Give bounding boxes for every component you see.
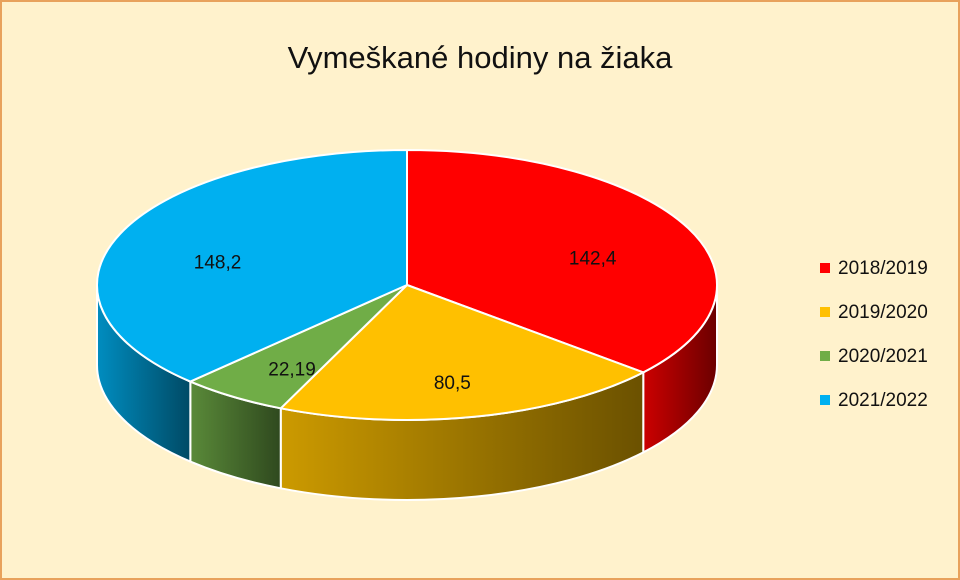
data-label: 22,19: [268, 360, 316, 381]
slice: [278, 283, 646, 421]
legend-label: 2020/2021: [838, 346, 928, 367]
legend-swatch: [820, 395, 830, 405]
data-label: 142,4: [569, 249, 617, 270]
legend-label: 2021/2022: [838, 390, 928, 411]
data-label: 80,5: [434, 373, 471, 394]
data-label: 148,2: [194, 252, 242, 273]
slice: [406, 148, 718, 374]
legend-swatch: [820, 263, 830, 273]
legend-label: 2019/2020: [838, 302, 928, 323]
legend-swatch: [820, 307, 830, 317]
legend-label: 2018/2019: [838, 258, 928, 279]
slice: [96, 148, 408, 383]
legend-swatch: [820, 351, 830, 361]
chart-title: Vymeškané hodiny na žiaka: [288, 40, 674, 75]
